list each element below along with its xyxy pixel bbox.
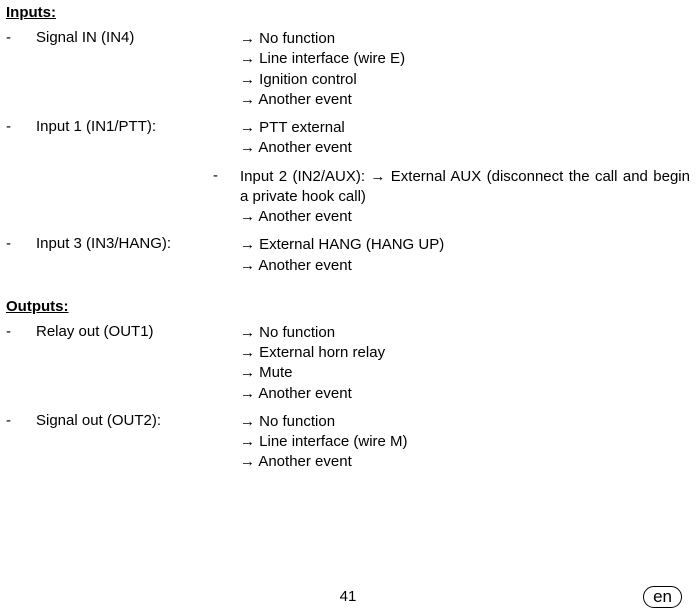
option: → Another event [240, 138, 690, 158]
option: → Another event [240, 208, 352, 225]
language-badge: en [643, 586, 682, 608]
page-number: 41 [340, 588, 357, 605]
option: → Another event [240, 256, 690, 276]
outputs-label-0: Relay out (OUT1) [36, 323, 240, 404]
option: → Mute [240, 363, 690, 383]
spacer [0, 284, 696, 294]
outputs-options-1: → No function → Line interface (wire M) … [240, 412, 696, 473]
list-dash: - [0, 235, 36, 276]
option: → Another event [240, 384, 690, 404]
outputs-row-0: - Relay out (OUT1) → No function → Exter… [0, 323, 696, 404]
option: → Line interface (wire M) [240, 432, 690, 452]
inputs-row-2: - Input 2 (IN2/AUX): → External AUX (dis… [0, 167, 696, 228]
inputs-options-1: → PTT external → Another event [240, 118, 696, 159]
outputs-header: Outputs: [6, 298, 696, 315]
list-dash: - [0, 29, 36, 110]
outputs-options-0: → No function → External horn relay → Mu… [240, 323, 696, 404]
option: → Ignition control [240, 70, 690, 90]
option: → External horn relay [240, 343, 690, 363]
page: Inputs: - Signal IN (IN4) → No function … [0, 4, 696, 609]
inputs-row-3: - Input 3 (IN3/HANG): → External HANG (H… [0, 235, 696, 276]
list-dash: - [0, 118, 36, 159]
option: → Another event [240, 452, 690, 472]
list-dash: - [0, 323, 36, 404]
inputs-nested-body: Input 2 (IN2/AUX): → External AUX (disco… [240, 167, 696, 228]
list-dash: - [0, 167, 240, 228]
inputs-label-2: Input 2 (IN2/AUX): [240, 168, 365, 185]
inputs-options-3: → External HANG (HANG UP) → Another even… [240, 235, 696, 276]
inputs-options-0: → No function → Line interface (wire E) … [240, 29, 696, 110]
inputs-label-0: Signal IN (IN4) [36, 29, 240, 110]
list-dash: - [0, 412, 36, 473]
inputs-row-1: - Input 1 (IN1/PTT): → PTT external → An… [0, 118, 696, 159]
inputs-label-1: Input 1 (IN1/PTT): [36, 118, 240, 159]
inputs-header: Inputs: [6, 4, 696, 21]
inputs-row-0: - Signal IN (IN4) → No function → Line i… [0, 29, 696, 110]
option: → Line interface (wire E) [240, 49, 690, 69]
option: → No function [240, 29, 690, 49]
inputs-label-3: Input 3 (IN3/HANG): [36, 235, 240, 276]
option: → PTT external [240, 118, 690, 138]
outputs-label-1: Signal out (OUT2): [36, 412, 240, 473]
outputs-row-1: - Signal out (OUT2): → No function → Lin… [0, 412, 696, 473]
option: → External HANG (HANG UP) [240, 235, 690, 255]
option: → Another event [240, 90, 690, 110]
option: → No function [240, 412, 690, 432]
option: → No function [240, 323, 690, 343]
